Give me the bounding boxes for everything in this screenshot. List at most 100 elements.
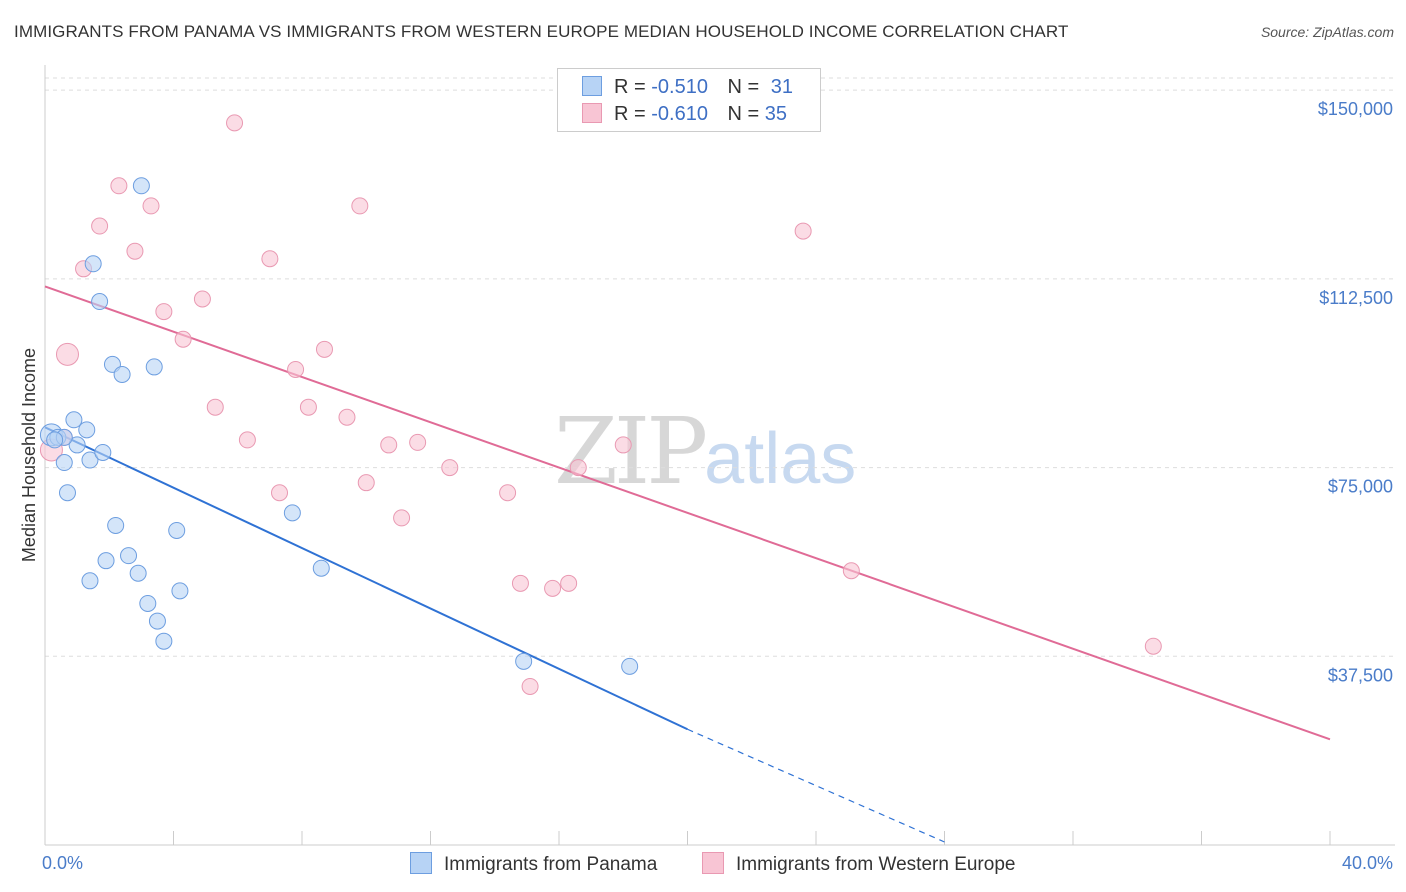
point-panama bbox=[78, 421, 96, 439]
point-weurope bbox=[569, 459, 587, 477]
point-panama bbox=[120, 547, 138, 565]
y-axis-label: Median Household Income bbox=[19, 348, 39, 562]
legend-swatch-panama bbox=[582, 76, 602, 96]
point-panama bbox=[283, 504, 301, 522]
point-weurope bbox=[560, 574, 578, 592]
point-weurope bbox=[238, 431, 256, 449]
y-tick-label: $75,000 bbox=[1328, 477, 1393, 497]
point-panama bbox=[145, 358, 163, 376]
point-weurope bbox=[91, 217, 109, 235]
correlation-legend: R = -0.510 N = 31 R = -0.610 N = 35 bbox=[557, 68, 821, 132]
point-weurope bbox=[174, 330, 192, 348]
point-weurope bbox=[409, 433, 427, 451]
legend-r-value: -0.610 bbox=[651, 103, 708, 125]
trend-lines bbox=[44, 285, 1331, 843]
point-panama bbox=[155, 632, 173, 650]
point-weurope bbox=[1144, 637, 1162, 655]
legend-r-label: R = bbox=[614, 103, 646, 125]
point-panama bbox=[113, 365, 131, 383]
point-weurope bbox=[299, 398, 317, 416]
legend-n-value: 35 bbox=[764, 103, 788, 125]
y-tick-label: $112,500 bbox=[1319, 288, 1393, 308]
point-panama bbox=[55, 454, 73, 472]
chart-title: IMMIGRANTS FROM PANAMA VS IMMIGRANTS FRO… bbox=[14, 22, 1069, 41]
y-tick-label: $150,000 bbox=[1318, 99, 1393, 119]
point-weurope bbox=[110, 177, 128, 195]
point-weurope bbox=[226, 114, 244, 132]
point-panama bbox=[68, 436, 86, 454]
bottom-legend-weurope: Immigrants from Western Europe bbox=[702, 852, 1015, 878]
point-weurope bbox=[511, 574, 529, 592]
point-weurope bbox=[338, 408, 356, 426]
point-weurope bbox=[206, 398, 224, 416]
point-weurope bbox=[193, 290, 211, 308]
point-weurope bbox=[842, 562, 860, 580]
point-weurope bbox=[441, 459, 459, 477]
bottom-legend-swatch-weurope bbox=[702, 852, 724, 874]
point-weurope bbox=[287, 360, 305, 378]
source-credit: Source: ZipAtlas.com bbox=[1260, 24, 1394, 40]
point-panama bbox=[515, 652, 533, 670]
trend-line-panama-extrapolated bbox=[687, 728, 945, 843]
watermark: ZIPatlas bbox=[554, 398, 856, 505]
point-weurope bbox=[614, 436, 632, 454]
x-tick-label: 0.0% bbox=[42, 853, 83, 873]
point-weurope bbox=[380, 436, 398, 454]
point-panama bbox=[148, 612, 166, 630]
point-panama bbox=[107, 516, 125, 534]
point-panama bbox=[171, 582, 189, 600]
trend-line-weurope bbox=[44, 285, 1331, 741]
x-tick-label: 40.0% bbox=[1342, 853, 1393, 873]
legend-n-label: N = bbox=[727, 76, 760, 98]
legend-r-label: R = bbox=[614, 76, 646, 98]
watermark-zip: ZIP bbox=[554, 398, 708, 505]
axis-labels: Median Household Income $37,500 $75,000 $1… bbox=[19, 99, 1393, 873]
point-panama bbox=[81, 572, 99, 590]
point-panama bbox=[312, 559, 330, 577]
point-weurope bbox=[393, 509, 411, 527]
legend-swatch-weurope bbox=[582, 103, 602, 123]
watermark-atlas: atlas bbox=[704, 419, 857, 499]
legend-row-weurope: R = -0.610 N = 35 bbox=[582, 103, 787, 127]
point-panama bbox=[94, 443, 112, 461]
legend-r-value: -0.510 bbox=[651, 76, 708, 98]
point-weurope bbox=[142, 197, 160, 215]
bottom-legend-swatch-panama bbox=[410, 852, 432, 874]
point-panama bbox=[129, 564, 147, 582]
point-panama bbox=[621, 657, 639, 675]
point-weurope bbox=[155, 303, 173, 321]
point-panama bbox=[46, 431, 64, 449]
point-weurope bbox=[315, 340, 333, 358]
point-weurope bbox=[55, 342, 79, 366]
point-weurope bbox=[794, 222, 812, 240]
point-panama bbox=[58, 484, 76, 502]
trend-line-panama bbox=[44, 426, 688, 731]
axes bbox=[44, 65, 1395, 846]
point-panama bbox=[65, 411, 83, 429]
point-panama bbox=[84, 255, 102, 273]
point-panama bbox=[139, 594, 157, 612]
bottom-legend-panama: Immigrants from Panama bbox=[410, 852, 657, 878]
legend-row-panama: R = -0.510 N = 31 bbox=[582, 76, 793, 100]
point-panama bbox=[168, 521, 186, 539]
point-weurope bbox=[271, 484, 289, 502]
point-weurope bbox=[126, 242, 144, 260]
point-weurope bbox=[521, 677, 539, 695]
grid-lines bbox=[45, 77, 1395, 657]
point-panama bbox=[97, 552, 115, 570]
point-weurope bbox=[499, 484, 517, 502]
legend-n-label: N = bbox=[727, 103, 760, 125]
bottom-legend-label-weurope: Immigrants from Western Europe bbox=[736, 854, 1016, 875]
legend-n-value: 31 bbox=[770, 76, 794, 98]
point-panama bbox=[91, 293, 109, 311]
point-panama bbox=[132, 177, 150, 195]
point-weurope bbox=[351, 197, 369, 215]
y-tick-label: $37,500 bbox=[1328, 665, 1393, 685]
point-weurope bbox=[357, 474, 375, 492]
point-weurope bbox=[261, 250, 279, 268]
bottom-legend-label-panama: Immigrants from Panama bbox=[444, 854, 658, 875]
point-weurope bbox=[544, 579, 562, 597]
data-points bbox=[39, 114, 1162, 695]
point-panama bbox=[81, 451, 99, 469]
